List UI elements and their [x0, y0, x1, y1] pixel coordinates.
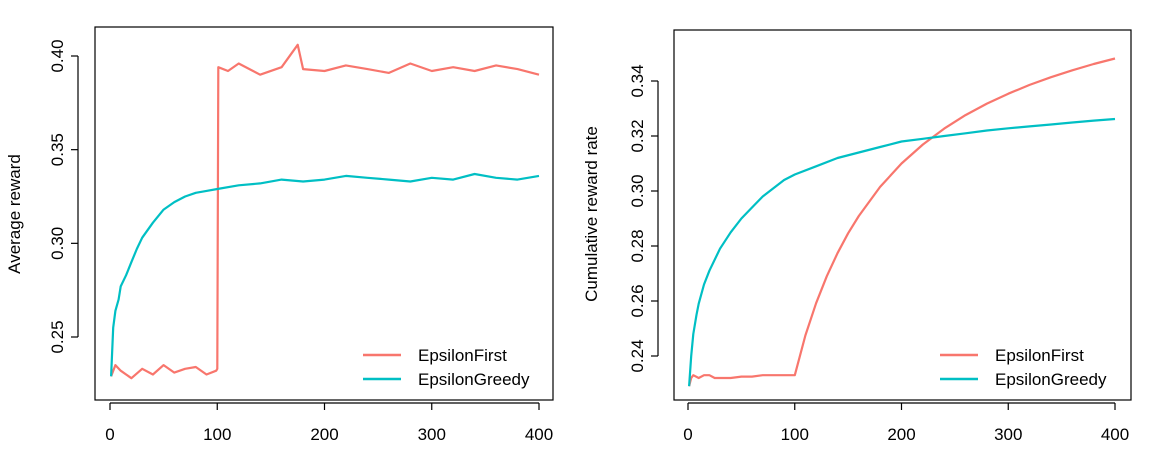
- series-line-epsilonfirst: [110, 43, 540, 380]
- x-tick-label: 200: [310, 425, 338, 444]
- x-tick-label: 400: [525, 425, 553, 444]
- series-line-epsilongreedy: [110, 172, 540, 377]
- y-tick-label: 0.30: [48, 227, 67, 260]
- legend-label: EpsilonFirst: [995, 346, 1084, 365]
- legend: EpsilonFirst EpsilonGreedy: [940, 346, 1107, 389]
- legend-label: EpsilonFirst: [418, 346, 507, 365]
- y-tick-label: 0.26: [628, 284, 647, 317]
- legend-label: EpsilonGreedy: [418, 370, 530, 389]
- x-tick-label: 100: [203, 425, 231, 444]
- y-tick-label: 0.34: [628, 64, 647, 97]
- y-axis-label: Average reward: [5, 154, 24, 274]
- x-tick-label: 100: [781, 425, 809, 444]
- y-tick-label: 0.32: [628, 119, 647, 152]
- legend: EpsilonFirst EpsilonGreedy: [363, 346, 530, 389]
- y-axis: 0.24 0.26 0.28 0.30 0.32 0.34: [628, 64, 659, 373]
- series-line-epsilonfirst: [688, 57, 1116, 387]
- x-tick-label: 0: [105, 425, 114, 444]
- x-tick-label: 400: [1101, 425, 1129, 444]
- plot-frame: [673, 29, 1132, 401]
- legend-label: EpsilonGreedy: [995, 370, 1107, 389]
- y-tick-label: 0.24: [628, 339, 647, 372]
- y-tick-label: 0.35: [48, 133, 67, 166]
- y-tick-label: 0.40: [48, 39, 67, 72]
- x-axis: 0 100 200 300 400: [683, 402, 1129, 444]
- y-tick-label: 0.25: [48, 320, 67, 353]
- y-tick-label: 0.28: [628, 229, 647, 262]
- plot-marks: [688, 57, 1116, 387]
- plot-frame: [94, 26, 554, 401]
- plot-marks: [110, 43, 540, 380]
- x-tick-label: 300: [418, 425, 446, 444]
- x-axis: 0 100 200 300 400: [105, 402, 553, 444]
- left-chart-panel: 0 100 200 300 400 0.25 0.30 0.35 0.40 Average r…: [5, 26, 554, 444]
- x-tick-label: 200: [887, 425, 915, 444]
- x-tick-label: 300: [994, 425, 1022, 444]
- series-line-epsilongreedy: [688, 117, 1116, 387]
- x-tick-label: 0: [683, 425, 692, 444]
- right-chart-panel: 0 100 200 300 400 0.24 0.26 0.28 0.30 0.32 0.34 C…: [582, 29, 1132, 444]
- y-axis-label: Cumulative reward rate: [582, 126, 601, 302]
- y-axis: 0.25 0.30 0.35 0.40: [48, 39, 79, 354]
- y-tick-label: 0.30: [628, 174, 647, 207]
